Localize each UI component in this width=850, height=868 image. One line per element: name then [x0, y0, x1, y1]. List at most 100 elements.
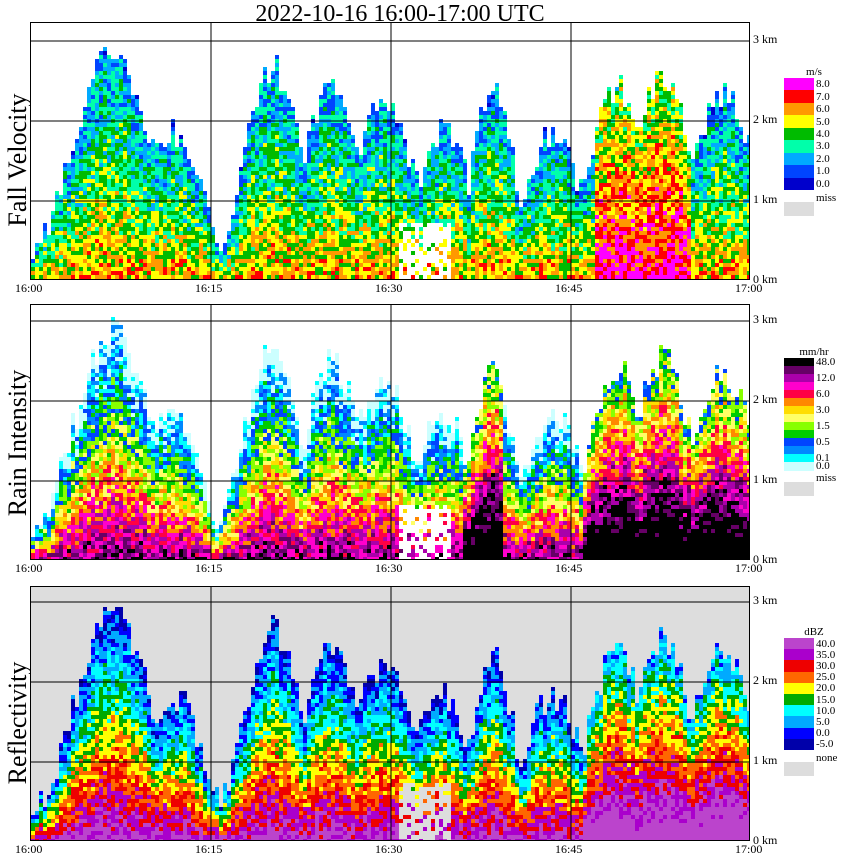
heatmap-cell: [559, 271, 563, 275]
heatmap-cell: [399, 171, 403, 175]
heatmap-cell: [283, 203, 287, 207]
heatmap-cell: [235, 267, 239, 271]
heatmap-cell: [75, 139, 79, 143]
heatmap-cell: [559, 267, 563, 271]
heatmap-cell: [223, 243, 227, 247]
heatmap-cell: [115, 111, 119, 115]
heatmap-cell: [119, 127, 123, 131]
heatmap-cell: [467, 195, 471, 199]
heatmap-cell: [107, 155, 111, 159]
heatmap-cell: [379, 163, 383, 167]
heatmap-cell: [359, 235, 363, 239]
heatmap-cell: [119, 59, 123, 63]
heatmap-cell: [491, 139, 495, 143]
heatmap-cell: [139, 171, 143, 175]
heatmap-cell: [375, 203, 379, 207]
heatmap-cell: [543, 271, 547, 275]
heatmap-cell: [183, 239, 187, 243]
heatmap-cell: [191, 239, 195, 243]
heatmap-cell: [123, 267, 127, 271]
heatmap-cell: [163, 175, 167, 179]
heatmap-cell: [139, 175, 143, 179]
heatmap-cell: [115, 147, 119, 151]
heatmap-cell: [251, 167, 255, 171]
heatmap-cell: [407, 223, 411, 227]
heatmap-cell: [491, 127, 495, 131]
heatmap-cell: [307, 215, 311, 219]
heatmap-cell: [503, 251, 507, 255]
heatmap-cell: [499, 127, 503, 131]
heatmap-cell: [499, 251, 503, 255]
heatmap-cell: [87, 207, 91, 211]
heatmap-cell: [555, 179, 559, 183]
heatmap-cell: [39, 259, 43, 263]
heatmap-cell: [303, 267, 307, 271]
heatmap-cell: [575, 263, 579, 267]
heatmap-cell: [43, 223, 47, 227]
heatmap-cell: [179, 239, 183, 243]
heatmap-cell: [423, 167, 427, 171]
heatmap-cell: [287, 203, 291, 207]
heatmap-cell: [99, 75, 103, 79]
heatmap-cell: [95, 223, 99, 227]
heatmap-cell: [487, 267, 491, 271]
heatmap-cell: [131, 215, 135, 219]
heatmap-cell: [459, 279, 463, 280]
heatmap-cell: [435, 215, 439, 219]
heatmap-cell: [111, 111, 115, 115]
heatmap-cell: [259, 195, 263, 199]
heatmap-cell: [171, 271, 175, 275]
heatmap-cell: [471, 191, 475, 195]
heatmap-cell: [171, 139, 175, 143]
heatmap-cell: [531, 191, 535, 195]
heatmap-cell: [471, 183, 475, 187]
heatmap-cell: [255, 143, 259, 147]
heatmap-cell: [459, 211, 463, 215]
heatmap-cell: [387, 143, 391, 147]
heatmap-cell: [587, 215, 591, 219]
heatmap-cell: [307, 179, 311, 183]
heatmap-cell: [587, 207, 591, 211]
heatmap-cell: [419, 207, 423, 211]
heatmap-cell: [431, 147, 435, 151]
heatmap-cell: [355, 231, 359, 235]
heatmap-cell: [95, 159, 99, 163]
heatmap-cell: [187, 279, 191, 280]
heatmap-cell: [203, 215, 207, 219]
heatmap-cell: [111, 163, 115, 167]
heatmap-cell: [363, 159, 367, 163]
heatmap-cell: [391, 211, 395, 215]
heatmap-cell: [475, 203, 479, 207]
heatmap-cell: [95, 279, 99, 280]
heatmap-cell: [247, 175, 251, 179]
heatmap-cell: [143, 167, 147, 171]
heatmap-cell: [79, 143, 83, 147]
heatmap-cell: [451, 275, 455, 279]
heatmap-cell: [75, 275, 79, 279]
heatmap-cell: [123, 239, 127, 243]
heatmap-cell: [527, 195, 531, 199]
heatmap-cell: [215, 271, 219, 275]
heatmap-cell: [479, 275, 483, 279]
heatmap-cell: [115, 259, 119, 263]
heatmap-cell: [371, 171, 375, 175]
heatmap-cell: [307, 143, 311, 147]
heatmap-cell: [47, 243, 51, 247]
heatmap-cell: [511, 147, 515, 151]
heatmap-cell: [507, 171, 511, 175]
heatmap-cell: [367, 215, 371, 219]
heatmap-cell: [47, 271, 51, 275]
heatmap-cell: [475, 235, 479, 239]
heatmap-cell: [323, 207, 327, 211]
heatmap-cell: [483, 275, 487, 279]
heatmap-cell: [443, 211, 447, 215]
heatmap-cell: [139, 243, 143, 247]
heatmap-cell: [323, 99, 327, 103]
heatmap-cell: [551, 127, 555, 131]
heatmap-cell: [139, 255, 143, 259]
heatmap-cell: [147, 279, 151, 280]
heatmap-cell: [147, 219, 151, 223]
heatmap-cell: [147, 271, 151, 275]
heatmap-cell: [551, 271, 555, 275]
heatmap-cell: [475, 159, 479, 163]
